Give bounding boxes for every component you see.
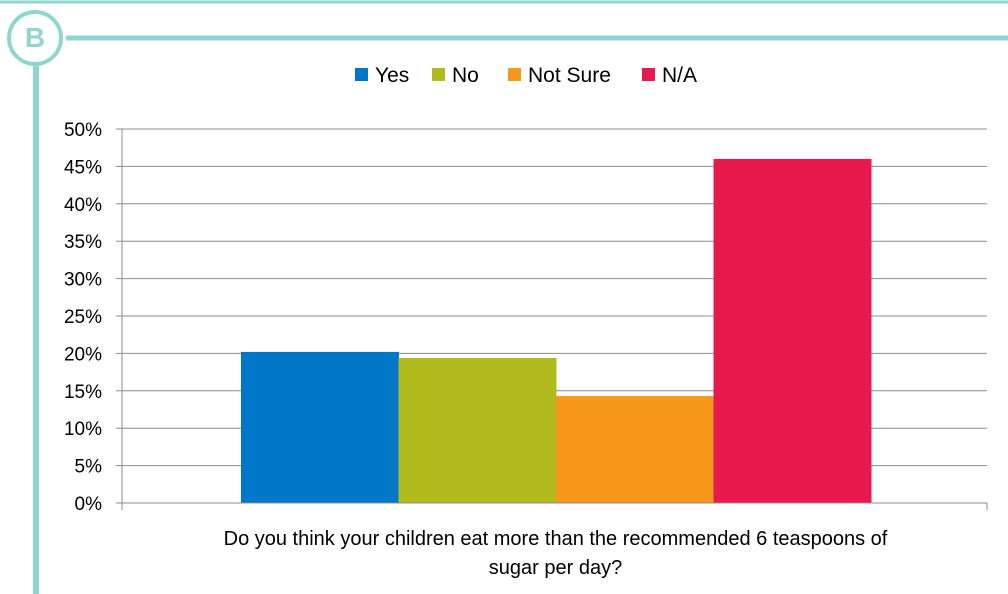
axis-labels: Do you think your children eat more than… (224, 528, 888, 579)
y-tick-label: 45% (64, 157, 102, 178)
y-tick-label: 15% (64, 382, 102, 403)
legend-label: Yes (375, 64, 409, 87)
legend-label: N/A (662, 64, 697, 87)
legend-swatch (642, 68, 655, 81)
y-tick-label: 40% (64, 195, 102, 216)
panel-label: B (24, 22, 46, 53)
y-tick-label: 5% (75, 457, 103, 478)
axes: 0% 5% 10% 15% 20% 25% 30% 35% 40% 45% 50% (64, 120, 988, 515)
x-category-label: sugar per day? (489, 557, 622, 579)
legend-label: Not Sure (528, 64, 611, 87)
legend-swatch (432, 68, 445, 81)
y-tick-label: 50% (64, 120, 102, 141)
y-tick-label: 10% (64, 419, 102, 440)
bar-n-a (713, 158, 872, 504)
legend-label: No (452, 64, 479, 87)
panel-badge (7, 10, 63, 66)
y-tick-label: 20% (64, 344, 102, 365)
y-tick-label: 35% (64, 232, 102, 253)
y-tick-label: 30% (64, 270, 102, 291)
legend-swatch (508, 68, 521, 81)
bar-yes (241, 351, 399, 503)
legend-swatch (355, 68, 368, 81)
y-tick-label: 0% (75, 494, 103, 515)
bar-no (398, 357, 557, 503)
bars (241, 158, 872, 504)
x-category-label: Do you think your children eat more than… (224, 528, 888, 550)
bar-not-sure (556, 396, 714, 503)
legend: Yes No Not Sure N/A (355, 64, 697, 87)
y-tick-label: 25% (64, 307, 102, 328)
